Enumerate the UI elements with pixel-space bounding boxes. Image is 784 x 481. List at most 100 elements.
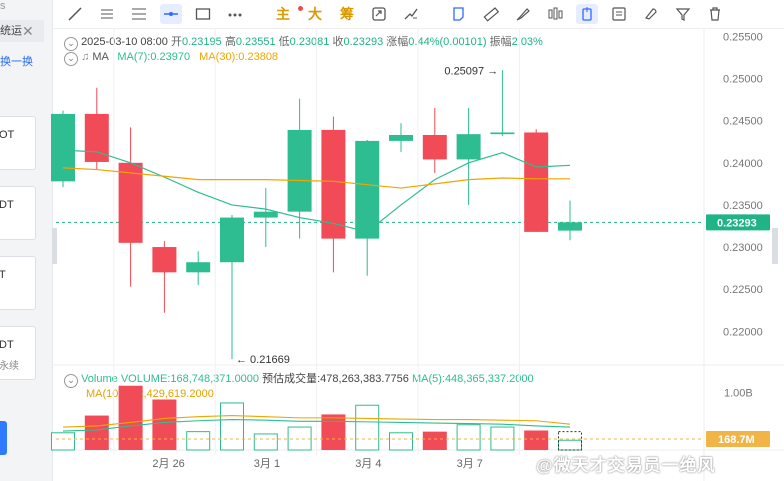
volume-bar bbox=[456, 424, 481, 451]
fold-icon[interactable] bbox=[400, 4, 422, 24]
low-label: 低 bbox=[278, 36, 290, 48]
volume-ma5-line bbox=[62, 419, 571, 432]
ma-label: MA bbox=[92, 51, 109, 63]
share-icon[interactable] bbox=[368, 4, 390, 24]
ruler-icon[interactable] bbox=[480, 4, 502, 24]
close-label: 收 bbox=[332, 36, 344, 48]
candle-body bbox=[287, 129, 312, 212]
candle-body bbox=[152, 247, 177, 273]
price-tick-label: 0.23500 bbox=[723, 200, 763, 212]
collapse-icon[interactable]: ⌄ bbox=[64, 37, 78, 51]
volume-ma10-line bbox=[62, 415, 571, 428]
switch-link[interactable]: 换一换 bbox=[0, 56, 33, 68]
candle-body bbox=[321, 129, 346, 239]
main-indicator-button[interactable]: 主 bbox=[276, 6, 290, 22]
note-icon[interactable] bbox=[448, 4, 470, 24]
high-value: 0.23551 bbox=[235, 36, 276, 48]
price-tick-label: 0.25500 bbox=[723, 31, 763, 43]
current-price-label: 0.23293 bbox=[717, 217, 757, 229]
parallel-lines-icon[interactable] bbox=[128, 4, 150, 24]
rectangle-icon[interactable] bbox=[192, 4, 214, 24]
date-tick-label: 3月 7 bbox=[457, 458, 483, 470]
candle-body bbox=[524, 132, 549, 232]
amplitude-label: 振幅 bbox=[489, 36, 512, 48]
more-icon[interactable] bbox=[224, 4, 246, 24]
volume-bar bbox=[490, 426, 515, 451]
candle-body bbox=[220, 217, 244, 263]
candle-body bbox=[490, 132, 515, 135]
volume-bar bbox=[186, 431, 211, 451]
market-card[interactable]: DT 永续 bbox=[0, 326, 36, 380]
market-card[interactable]: T bbox=[0, 256, 36, 310]
candle-body bbox=[389, 134, 413, 141]
side-action-button[interactable] bbox=[0, 421, 7, 455]
market-card[interactable]: OT bbox=[0, 116, 36, 170]
volume-bar bbox=[422, 431, 447, 450]
amplitude-value: 2.03% bbox=[511, 36, 543, 48]
ma7-value: MA(7):0.23970 bbox=[117, 51, 191, 63]
volume-ma5: MA(5):448,365,337.2000 bbox=[411, 373, 534, 385]
collapse-icon[interactable]: ⌄ bbox=[64, 374, 78, 388]
horizontal-ray-icon[interactable] bbox=[96, 4, 118, 24]
filter-icon[interactable] bbox=[672, 4, 694, 24]
price-tick-label: 0.24500 bbox=[723, 116, 763, 128]
notification-dot bbox=[298, 6, 303, 11]
volume-bar bbox=[389, 432, 413, 451]
volume-estimate: 预估成交量:478,263,383.7756 bbox=[262, 373, 409, 385]
market-card-label: DT bbox=[0, 339, 14, 351]
left-panel-tab[interactable]: 统运 bbox=[0, 20, 44, 42]
candle-body bbox=[51, 113, 75, 182]
horizontal-line-icon[interactable] bbox=[160, 4, 182, 24]
ma30-value: MA(30):0.23808 bbox=[199, 51, 279, 63]
close-value: 0.23293 bbox=[343, 36, 384, 48]
candle-type-icon[interactable] bbox=[544, 4, 566, 24]
market-card-label: OT bbox=[0, 129, 15, 141]
volume-label: Volume bbox=[81, 373, 118, 385]
volume-tick-label: 1.00B bbox=[724, 388, 753, 400]
volume-bar bbox=[558, 439, 582, 451]
drawing-toolbar: 主 大 筹 bbox=[52, 0, 784, 29]
market-card[interactable]: DT bbox=[0, 186, 36, 240]
volume-bar bbox=[355, 404, 380, 451]
bell-icon[interactable]: ♫ bbox=[81, 51, 90, 63]
candle-body bbox=[118, 162, 143, 243]
change-value: 0.44%(0.00101) bbox=[408, 36, 487, 48]
candle-body bbox=[84, 113, 109, 162]
price-tick-label: 0.23000 bbox=[723, 242, 763, 254]
indicator-icon[interactable] bbox=[576, 4, 598, 24]
volume-ma10: MA(10):542,429,619.2000 bbox=[86, 388, 214, 400]
magnet-icon[interactable] bbox=[640, 4, 662, 24]
edit-icon[interactable] bbox=[608, 4, 630, 24]
brush-icon[interactable] bbox=[512, 4, 534, 24]
market-card-label: DT bbox=[0, 199, 14, 211]
volume-bar bbox=[84, 415, 109, 450]
volume-estimate-bar bbox=[558, 431, 582, 451]
candle-body bbox=[355, 140, 380, 239]
scroll-right-handle[interactable] bbox=[772, 228, 778, 264]
volume-value: VOLUME:168,748,371.0000 bbox=[120, 373, 260, 385]
volume-bar bbox=[287, 426, 312, 451]
left-panel: s 统运 ✕ 换一换 OT DT T DT 永续 bbox=[0, 0, 53, 481]
high-annotation: 0.25097 → bbox=[444, 65, 498, 77]
delete-icon[interactable] bbox=[704, 4, 726, 24]
close-icon[interactable]: ✕ bbox=[22, 23, 34, 39]
volume-bar bbox=[253, 433, 278, 451]
volume-legend: ⌄ Volume VOLUME:168,748,371.0000 预估成交量:4… bbox=[64, 370, 534, 388]
candle-body bbox=[186, 262, 211, 273]
price-tick-label: 0.22500 bbox=[723, 284, 763, 296]
price-tick-label: 0.22000 bbox=[723, 326, 763, 338]
chips-button[interactable]: 筹 bbox=[340, 6, 354, 22]
ohlc-info: ⌄ 2025-03-10 08:00 开0.23195 高0.23551 低0.… bbox=[64, 33, 543, 51]
ma30-line bbox=[62, 167, 570, 189]
collapse-icon[interactable]: ⌄ bbox=[64, 52, 78, 66]
candle-body bbox=[253, 211, 278, 218]
watermark: @微天才交易员一绝风 bbox=[536, 456, 716, 475]
date-tick-label: 3月 4 bbox=[355, 458, 381, 470]
open-value: 0.23195 bbox=[181, 36, 222, 48]
volume-bar bbox=[220, 402, 244, 451]
line-icon[interactable] bbox=[64, 4, 86, 24]
scroll-left-handle[interactable] bbox=[52, 228, 57, 264]
open-label: 开 bbox=[170, 36, 182, 48]
large-order-button[interactable]: 大 bbox=[308, 6, 322, 22]
